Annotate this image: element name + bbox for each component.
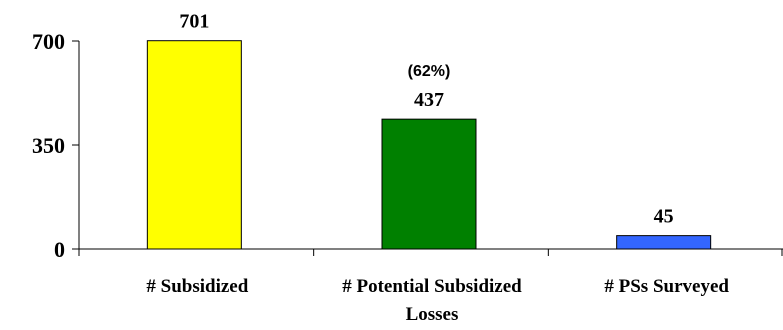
x-category-label: Losses xyxy=(406,304,459,325)
x-category-label: # Potential Subsidized xyxy=(342,276,522,297)
x-axis: # Subsidized # Potential Subsidized Losses… xyxy=(78,248,783,325)
y-tick-label: 0 xyxy=(54,237,65,262)
bar-value-label: 701 xyxy=(179,11,209,33)
y-tick-label: 700 xyxy=(32,29,65,54)
x-category-label: # PSs Surveyed xyxy=(604,276,729,297)
annotation-label: (62%) xyxy=(408,63,451,80)
x-category-label: # Subsidized xyxy=(146,276,248,297)
bar xyxy=(381,118,477,250)
bars xyxy=(146,40,712,250)
y-tick-label: 350 xyxy=(32,133,65,158)
bar-value-label: 437 xyxy=(414,89,444,111)
bar xyxy=(146,40,242,250)
bar xyxy=(616,235,712,250)
bar-value-label: 45 xyxy=(654,206,674,228)
data-labels: 701 437 45 (62%) xyxy=(179,11,673,228)
y-axis: 0 350 700 xyxy=(32,29,80,262)
